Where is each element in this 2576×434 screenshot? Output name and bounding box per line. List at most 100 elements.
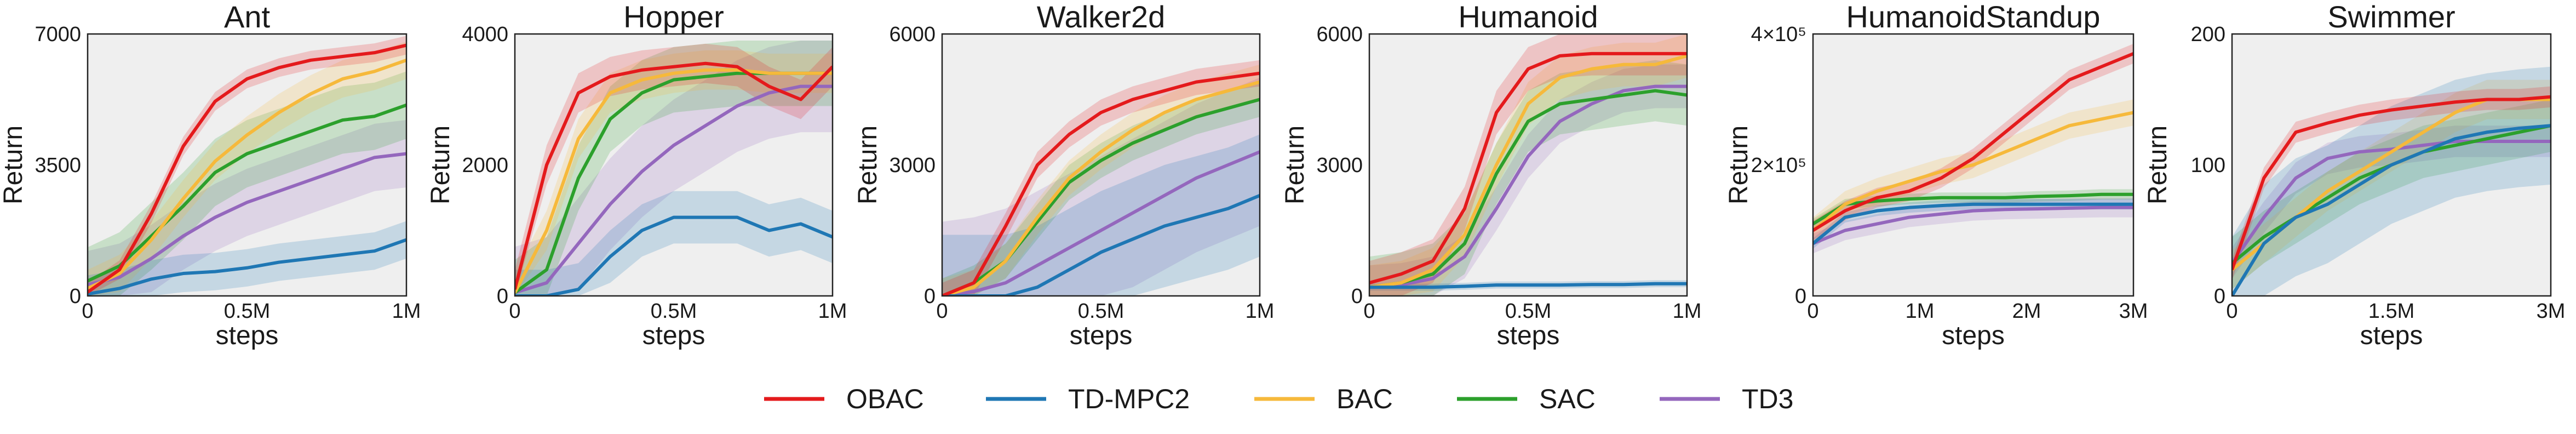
y-tick-label: 4×10⁵ — [1751, 23, 1806, 46]
band-bac — [1813, 99, 2133, 244]
line-bac — [942, 80, 1260, 296]
x-tick-label: 1M — [392, 300, 421, 323]
line-td-mpc2 — [515, 215, 833, 296]
band-td-mpc2 — [1813, 199, 2133, 249]
legend-item-bac: BAC — [1254, 384, 1393, 414]
x-tick-label: 0.5M — [1078, 300, 1124, 323]
legend-item-td-mpc2: TD-MPC2 — [986, 384, 1190, 414]
line-bac — [88, 58, 406, 290]
x-axis-label: steps — [1942, 321, 2005, 350]
y-axis-label: Return — [1281, 125, 1310, 204]
legend-label: TD3 — [1742, 384, 1793, 414]
x-tick-label: 0.5M — [224, 300, 270, 323]
line-td-mpc2 — [942, 193, 1260, 296]
y-tick-label: 3500 — [35, 154, 81, 177]
band-td3 — [88, 120, 406, 296]
y-axis-label: Return — [0, 125, 28, 204]
legend-label: SAC — [1539, 384, 1596, 414]
band-sac — [88, 71, 406, 296]
line-obac — [515, 61, 833, 290]
band-td3 — [2232, 125, 2551, 279]
band-td3 — [1813, 197, 2133, 254]
panel-humanoid: 0 0.5M 1M 0 3000 6000 Humanoid steps Return — [1281, 0, 1701, 350]
x-axis-label: steps — [642, 321, 705, 350]
x-tick-label: 0 — [936, 300, 948, 323]
band-obac — [2232, 86, 2551, 281]
legend: OBAC TD-MPC2 BAC SAC TD3 — [764, 384, 1793, 414]
series-group — [88, 36, 406, 296]
x-tick-label: 0 — [82, 300, 93, 323]
y-tick-label: 0 — [497, 285, 508, 308]
line-obac — [2232, 95, 2551, 271]
legend-item-td3: TD3 — [1660, 384, 1793, 414]
band-bac — [1369, 34, 1687, 296]
panel-swimmer: 0 1.5M 3M 0 100 200 Swimmer steps Return — [2143, 0, 2565, 350]
band-obac — [1369, 34, 1687, 296]
x-tick-label: 0 — [509, 300, 520, 323]
y-tick-label: 6000 — [889, 23, 936, 46]
legend-item-sac: SAC — [1457, 384, 1596, 414]
legend-item-obac: OBAC — [764, 384, 924, 414]
panel-hopper: 0 0.5M 1M 0 2000 4000 Hopper steps Return — [426, 0, 847, 350]
chart-panels: 0 0.5M 1M 0 3500 7000 Ant steps Return 0 0.5M 1M 0 20… — [0, 0, 2565, 350]
legend-label: BAC — [1336, 384, 1393, 414]
x-axis-label: steps — [1497, 321, 1560, 350]
panel-humanoidstandup: 0 1M 2M 3M 0 2×10⁵ 4×10⁵ HumanoidStandup steps Re… — [1724, 0, 2148, 350]
series-group — [1369, 34, 1687, 296]
panel-title: Walker2d — [1037, 0, 1165, 34]
line-td3 — [942, 150, 1260, 296]
x-axis-label: steps — [1070, 321, 1133, 350]
line-bac — [1813, 111, 2133, 232]
series-group — [1813, 43, 2133, 254]
x-tick-label: 3M — [2537, 300, 2566, 323]
x-tick-label: 1M — [1673, 300, 1702, 323]
plot-frame — [941, 33, 1261, 297]
y-tick-label: 7000 — [35, 23, 81, 46]
panel-title: Swimmer — [2327, 0, 2455, 34]
line-obac — [942, 71, 1260, 296]
band-bac — [88, 41, 406, 296]
y-axis-label: Return — [853, 125, 882, 204]
line-td-mpc2 — [1813, 202, 2133, 245]
legend-label: TD-MPC2 — [1068, 384, 1190, 414]
y-tick-label: 0 — [70, 285, 81, 308]
x-tick-label: 0 — [1363, 300, 1375, 323]
x-tick-label: 0 — [1807, 300, 1818, 323]
series-group — [2232, 66, 2551, 296]
y-axis-label: Return — [1724, 125, 1753, 204]
line-obac — [1813, 52, 2133, 232]
line-td-mpc2 — [1369, 282, 1687, 289]
y-tick-label: 0 — [2214, 285, 2225, 308]
panel-title: Ant — [224, 0, 270, 34]
band-bac — [515, 50, 833, 296]
x-tick-label: 1.5M — [2368, 300, 2414, 323]
panel-title: Hopper — [623, 0, 724, 34]
line-obac — [1369, 52, 1687, 284]
plot-frame — [87, 33, 408, 297]
legend-label: OBAC — [846, 384, 924, 414]
y-tick-label: 6000 — [1316, 23, 1363, 46]
panel-title: Humanoid — [1458, 0, 1598, 34]
line-td-mpc2 — [88, 238, 406, 296]
y-tick-label: 200 — [2191, 23, 2225, 46]
line-td-mpc2 — [2232, 124, 2551, 296]
series-group — [942, 60, 1260, 296]
band-td-mpc2 — [2232, 66, 2551, 296]
band-sac — [515, 40, 833, 296]
y-tick-label: 0 — [924, 285, 936, 308]
plot-frame — [2231, 33, 2552, 297]
y-tick-label: 100 — [2191, 154, 2225, 177]
band-sac — [2232, 99, 2551, 290]
x-axis-label: steps — [216, 321, 279, 350]
y-tick-label: 0 — [1795, 285, 1806, 308]
y-tick-label: 2000 — [462, 154, 508, 177]
plot-frame — [1368, 33, 1688, 297]
x-tick-label: 1M — [818, 300, 847, 323]
band-td-mpc2 — [942, 134, 1260, 296]
x-tick-label: 2M — [2012, 300, 2041, 323]
line-td3 — [88, 152, 406, 287]
y-tick-label: 3000 — [1316, 154, 1363, 177]
plot-frame — [1812, 33, 2135, 297]
line-sac — [88, 103, 406, 283]
x-tick-label: 0.5M — [651, 300, 697, 323]
